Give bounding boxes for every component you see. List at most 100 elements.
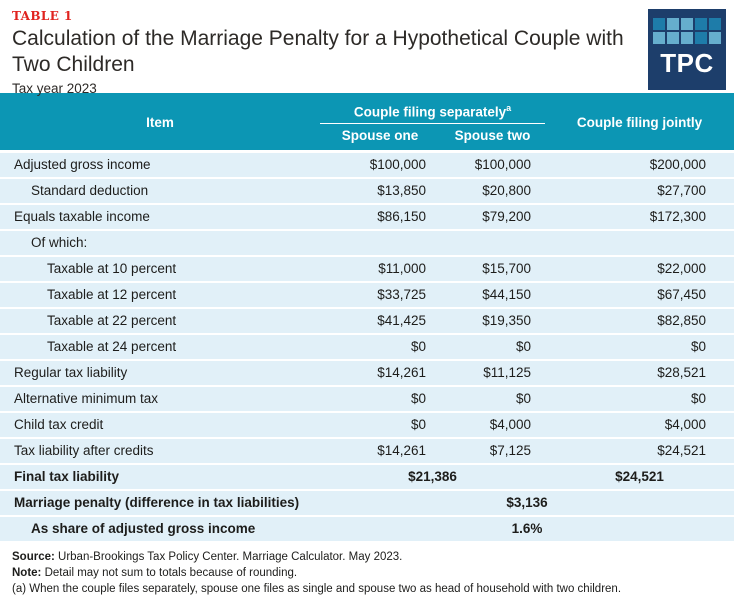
tpc-logo: TPC [648,9,726,90]
spouse-one-value: $14,261 [320,359,440,387]
table-row: Tax liability after credits $14,261 $7,1… [0,437,734,465]
spouse-two-value: $11,125 [440,359,545,387]
spouse-one-value [320,229,440,257]
row-label: Taxable at 10 percent [0,255,320,283]
spouse-two-value: $0 [440,333,545,361]
spouse-two-value: $4,000 [440,411,545,439]
jointly-value [545,229,734,257]
page-subtitle: Tax year 2023 [12,81,97,97]
table-row: Child tax credit $0 $4,000 $4,000 [0,411,734,439]
spouse-one-value: $41,425 [320,307,440,335]
logo-square [681,18,693,30]
jointly-value: $27,700 [545,177,734,205]
table-header: Item Couple filing separatelya Couple fi… [0,96,734,153]
jointly-value: $0 [545,333,734,361]
table-row: Taxable at 24 percent $0 $0 $0 [0,333,734,361]
logo-squares-grid [653,18,721,44]
table-row: Adjusted gross income $100,000 $100,000 … [0,151,734,179]
spouse-one-value: $0 [320,411,440,439]
source-label: Source: [12,550,55,563]
row-label: Standard deduction [0,177,320,205]
spouse-two-value: $20,800 [440,177,545,205]
logo-square [653,18,665,30]
spouse-one-value: $0 [320,333,440,361]
row-label: Final tax liability [0,463,320,491]
table-row: Of which: [0,229,734,257]
table-row: Taxable at 12 percent $33,725 $44,150 $6… [0,281,734,309]
column-header-spouse-two: Spouse two [440,123,545,153]
row-label: Regular tax liability [0,359,320,387]
table-row: Regular tax liability $14,261 $11,125 $2… [0,359,734,387]
spouse-two-value: $79,200 [440,203,545,231]
spouse-two-value: $7,125 [440,437,545,465]
table-body: Adjusted gross income $100,000 $100,000 … [0,151,734,543]
report-header: TABLE 1 Calculation of the Marriage Pena… [0,0,734,97]
jointly-value: $82,850 [545,307,734,335]
penalty-share-row: As share of adjusted gross income 1.6% [0,515,734,543]
footnote-marker-a: a [506,103,512,113]
table-row: Taxable at 10 percent $11,000 $15,700 $2… [0,255,734,283]
source-text: Urban-Brookings Tax Policy Center. Marri… [58,550,403,563]
spouse-one-value: $33,725 [320,281,440,309]
spouse-one-value: $14,261 [320,437,440,465]
spouse-one-value: $11,000 [320,255,440,283]
spouse-two-value: $44,150 [440,281,545,309]
logo-square [667,18,679,30]
row-label: Marriage penalty (difference in tax liab… [0,489,320,517]
logo-wordmark: TPC [660,48,714,78]
spouse-one-value: $100,000 [320,151,440,179]
table-row: Taxable at 22 percent $41,425 $19,350 $8… [0,307,734,335]
note-text: Detail may not sum to totals because of … [44,566,298,579]
marriage-penalty-value: $3,136 [320,489,734,517]
logo-square [667,32,679,44]
logo-square [709,18,721,30]
spouse-two-value: $19,350 [440,307,545,335]
logo-square [681,32,693,44]
marriage-penalty-row: Marriage penalty (difference in tax liab… [0,489,734,517]
teal-divider [0,93,734,96]
logo-square [695,18,707,30]
row-label: Taxable at 12 percent [0,281,320,309]
footnote-a-line: (a) When the couple files separately, sp… [12,582,622,595]
marriage-penalty-table: Item Couple filing separatelya Couple fi… [0,96,734,543]
row-label: Tax liability after credits [0,437,320,465]
penalty-share-value: 1.6% [320,515,734,543]
footer-notes: Source: Urban-Brookings Tax Policy Cente… [0,543,734,597]
table-number-label: TABLE 1 [12,9,73,23]
spouse-two-value: $15,700 [440,255,545,283]
final-tax-liability-row: Final tax liability $21,386 $24,521 [0,463,734,491]
row-label: Adjusted gross income [0,151,320,179]
jointly-value: $0 [545,385,734,413]
jointly-value: $200,000 [545,151,734,179]
separate-combined-value: $21,386 [320,463,545,491]
spouse-two-value [440,229,545,257]
column-group-header-separately: Couple filing separatelya [320,96,545,124]
source-line: Source: Urban-Brookings Tax Policy Cente… [12,549,722,565]
jointly-value: $24,521 [545,437,734,465]
table-row: Standard deduction $13,850 $20,800 $27,7… [0,177,734,205]
jointly-value: $28,521 [545,359,734,387]
row-label: Child tax credit [0,411,320,439]
jointly-value: $22,000 [545,255,734,283]
spouse-two-value: $100,000 [440,151,545,179]
page-title: Calculation of the Marriage Penalty for … [12,27,624,76]
table-row: Equals taxable income $86,150 $79,200 $1… [0,203,734,231]
jointly-value: $67,450 [545,281,734,309]
spouse-one-value: $13,850 [320,177,440,205]
row-label: Taxable at 22 percent [0,307,320,335]
note-label: Note: [12,566,42,579]
jointly-value: $24,521 [545,463,734,491]
logo-square [653,32,665,44]
spouse-one-value: $86,150 [320,203,440,231]
column-header-item: Item [0,96,320,153]
logo-square [695,32,707,44]
note-line: Note: Detail may not sum to totals becau… [12,565,722,581]
logo-square [709,32,721,44]
row-label: Alternative minimum tax [0,385,320,413]
spouse-one-value: $0 [320,385,440,413]
table-row: Alternative minimum tax $0 $0 $0 [0,385,734,413]
column-header-jointly: Couple filing jointly [545,96,734,153]
jointly-value: $4,000 [545,411,734,439]
row-label: Of which: [0,229,320,257]
row-label: As share of adjusted gross income [0,515,320,543]
